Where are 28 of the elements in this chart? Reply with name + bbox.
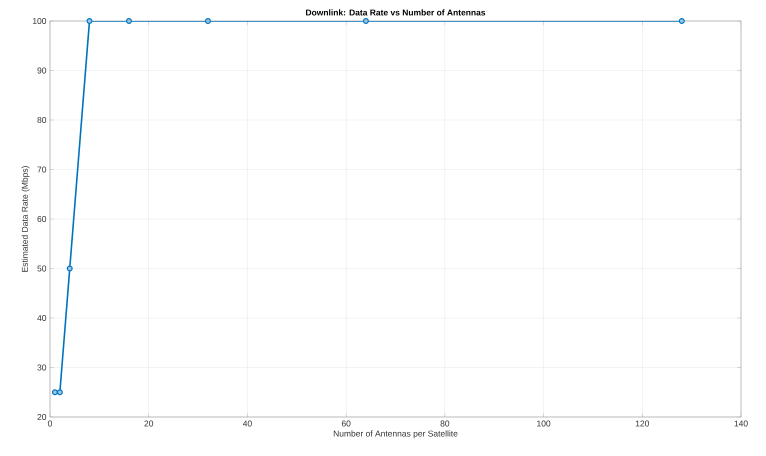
chart-title: Downlink: Data Rate vs Number of Antennas: [306, 9, 486, 16]
x-axis-title: Number of Antennas per Satellite: [334, 430, 458, 438]
point: [126, 18, 132, 24]
y-tick-label: 40: [37, 315, 46, 321]
x-tick-label: 120: [636, 420, 650, 427]
x-tick-label: 140: [734, 420, 748, 427]
point: [56, 389, 63, 396]
y-tick-label: 50: [37, 266, 46, 272]
y-axis-title: Estimated Data Rate (Mbps): [22, 166, 30, 272]
point: [52, 389, 58, 396]
y-tick-label: 100: [32, 18, 46, 24]
y-tick-label: 80: [37, 117, 46, 123]
point: [66, 266, 73, 272]
point: [86, 18, 92, 24]
y-tick-label: 60: [38, 216, 46, 222]
y-tick-label: 90: [37, 68, 46, 74]
point: [362, 18, 369, 24]
y-tick-label: 70: [38, 166, 46, 172]
x-tick-label: 100: [537, 420, 550, 427]
x-tick-label: 80: [440, 420, 450, 427]
y-tick-label: 30: [37, 364, 46, 370]
point: [678, 18, 685, 24]
y-tick-label: 20: [37, 414, 46, 420]
x-tick-label: 20: [144, 420, 154, 427]
x-tick-label: 60: [342, 420, 351, 427]
x-tick-label: 40: [242, 420, 252, 427]
x-tick-label: 0: [48, 420, 52, 427]
point: [204, 18, 211, 24]
